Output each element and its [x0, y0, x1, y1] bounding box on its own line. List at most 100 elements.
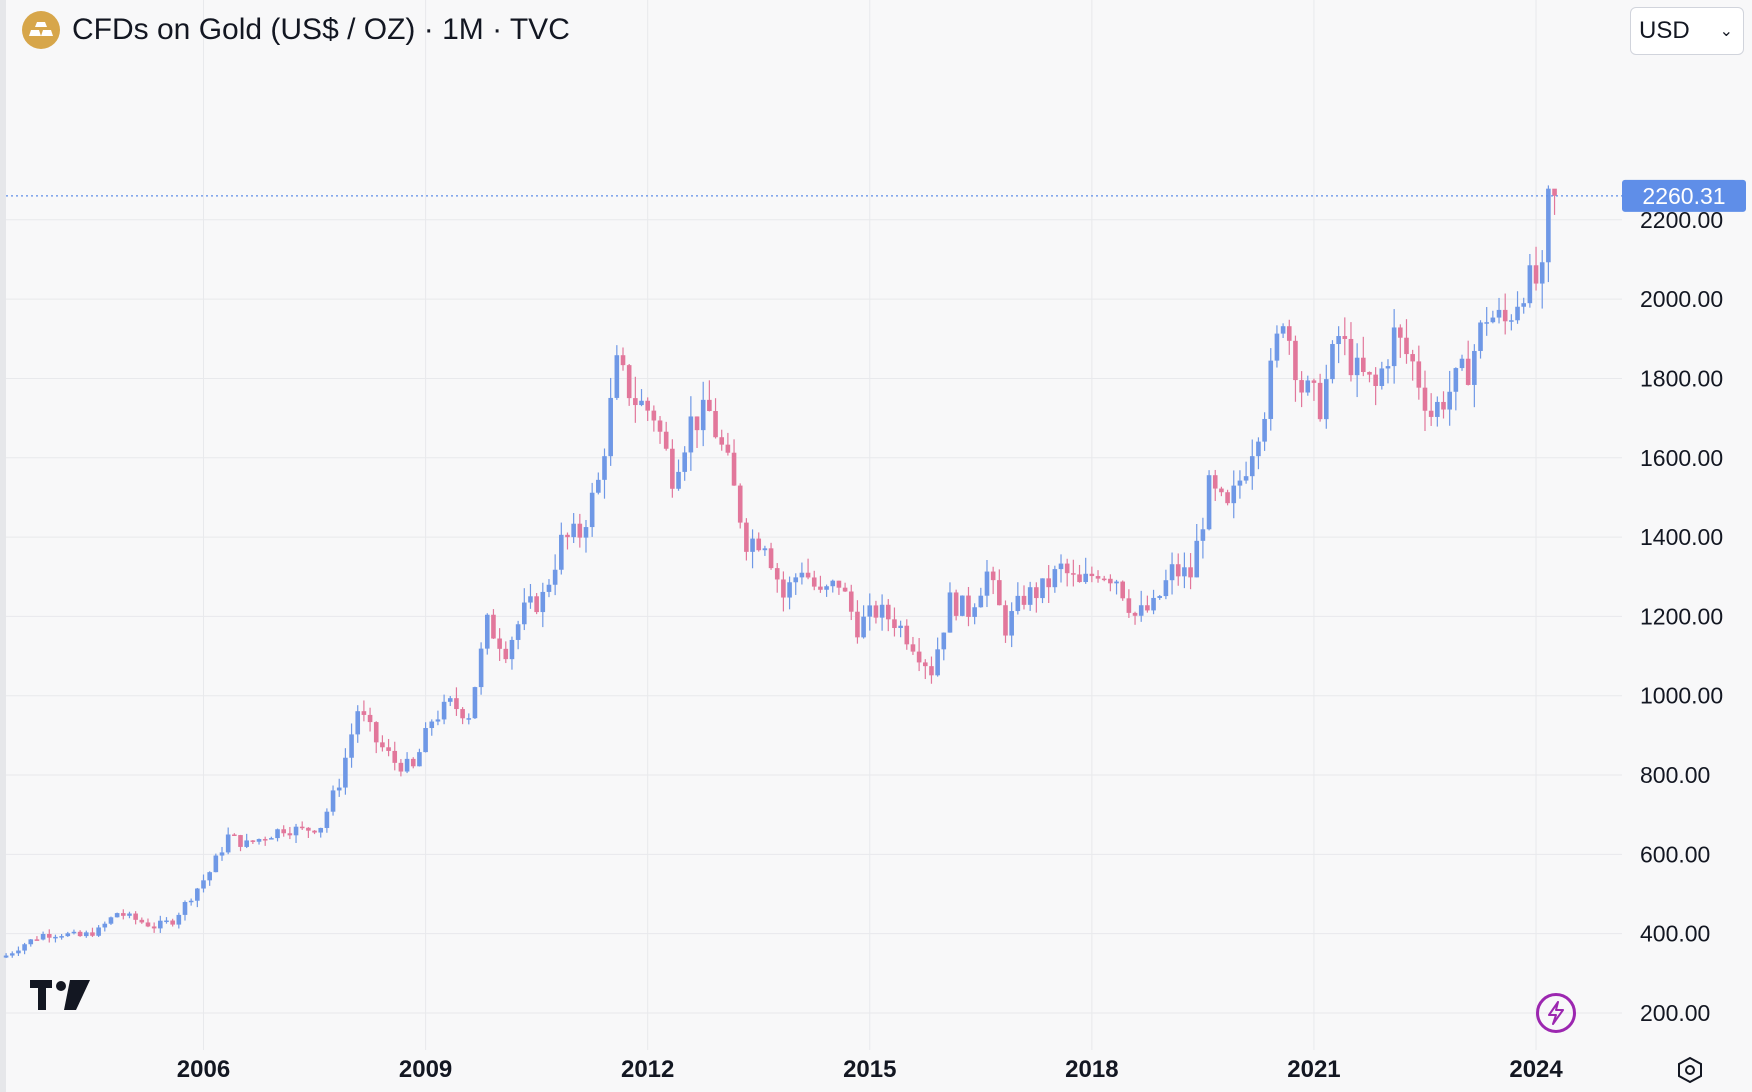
last-price-label: 2260.31: [1642, 183, 1725, 209]
candle-body: [885, 604, 891, 620]
candle-body: [306, 827, 311, 831]
candle-body: [811, 577, 817, 587]
candle-body: [275, 829, 280, 839]
lightning-icon: [1548, 1001, 1564, 1025]
candle-body: [756, 538, 762, 551]
candle-body: [244, 840, 249, 847]
candle-body: [256, 839, 262, 842]
candle-body: [238, 835, 243, 847]
candle-body: [1441, 401, 1446, 410]
candle-body: [1120, 581, 1126, 599]
candle-body: [737, 485, 743, 523]
settings-button[interactable]: [1674, 1054, 1706, 1086]
candle-body: [454, 698, 459, 710]
currency-select[interactable]: USD ⌄: [1630, 7, 1744, 55]
candle-body: [1231, 485, 1237, 504]
candle-body: [1046, 578, 1051, 588]
candle-body: [170, 920, 175, 925]
candle-body: [1521, 303, 1527, 307]
candle-body: [1151, 597, 1156, 611]
candle-body: [96, 927, 101, 936]
candle-body: [3, 955, 9, 958]
candle-body: [1268, 360, 1274, 419]
candle-body: [824, 586, 829, 590]
candle-body: [219, 852, 225, 856]
candle-body: [1225, 492, 1230, 504]
candle-body: [145, 922, 151, 927]
candle-body: [1249, 456, 1255, 477]
candle-body: [633, 398, 638, 406]
candle-body: [1342, 336, 1348, 339]
candle-body: [818, 586, 823, 590]
candle-body: [552, 569, 558, 585]
y-tick-label: 2200.00: [1640, 207, 1723, 233]
candle-body: [232, 834, 237, 837]
candle-body: [262, 839, 268, 841]
candle-body: [713, 411, 718, 438]
candle-body: [1496, 309, 1502, 318]
candle-body: [139, 919, 145, 923]
candle-body: [1527, 265, 1533, 304]
candle-body: [1330, 344, 1335, 380]
candle-body: [380, 742, 385, 748]
candle-body: [1027, 587, 1033, 605]
candle-body: [990, 571, 996, 581]
candle-body: [114, 913, 120, 918]
candle-body: [213, 855, 219, 873]
candle-body: [361, 711, 367, 715]
candle-body: [620, 355, 626, 366]
left-edge-strip: [0, 0, 6, 1092]
candle-body: [805, 572, 811, 578]
candle-body: [657, 420, 663, 432]
candle-body: [404, 758, 410, 772]
candle-body: [466, 718, 472, 720]
candle-body: [589, 492, 595, 528]
candle-body: [1052, 569, 1058, 588]
candle-body: [435, 719, 441, 722]
candle-body: [1348, 338, 1354, 376]
candle-body: [966, 595, 971, 617]
candle-body: [935, 649, 940, 676]
candle-body: [608, 397, 613, 457]
candle-body: [1015, 595, 1021, 612]
candle-body: [700, 399, 706, 431]
candle-body: [571, 523, 576, 538]
candle-body: [774, 568, 780, 580]
candle-body: [349, 734, 354, 758]
candle-body: [90, 932, 95, 936]
candles: [3, 185, 1557, 959]
candle-body: [460, 709, 465, 719]
candle-body: [59, 936, 64, 938]
candle-body: [1379, 368, 1385, 386]
candle-body: [312, 830, 317, 833]
candle-body: [1539, 262, 1545, 284]
candle-body: [1490, 317, 1496, 323]
candle-body: [16, 950, 21, 954]
candle-body: [614, 355, 620, 398]
candle-body: [682, 452, 687, 472]
tradingview-logo[interactable]: [30, 980, 90, 1017]
candle-body: [670, 448, 675, 489]
y-tick-label: 1600.00: [1640, 445, 1723, 471]
chart-header: CFDs on Gold (US$ / OZ) · 1M · TVC: [22, 10, 570, 50]
candle-body: [133, 913, 138, 920]
overlays: 2260.31: [6, 179, 1746, 212]
candle-body: [879, 604, 885, 618]
candle-body: [1071, 573, 1076, 575]
candle-body: [497, 638, 502, 649]
candle-body: [707, 399, 712, 412]
candle-body: [1533, 265, 1539, 284]
candle-body: [528, 596, 533, 603]
last-price-badge: [1622, 179, 1746, 212]
flash-button[interactable]: [1536, 993, 1576, 1033]
candle-body: [1169, 564, 1175, 581]
candle-body: [731, 452, 737, 486]
x-tick-label: 2012: [621, 1056, 674, 1083]
y-tick-label: 1400.00: [1640, 524, 1723, 550]
candle-body: [540, 591, 546, 613]
candle-body: [916, 651, 922, 663]
candle-body: [960, 595, 965, 616]
y-tick-label: 200.00: [1640, 1000, 1710, 1026]
